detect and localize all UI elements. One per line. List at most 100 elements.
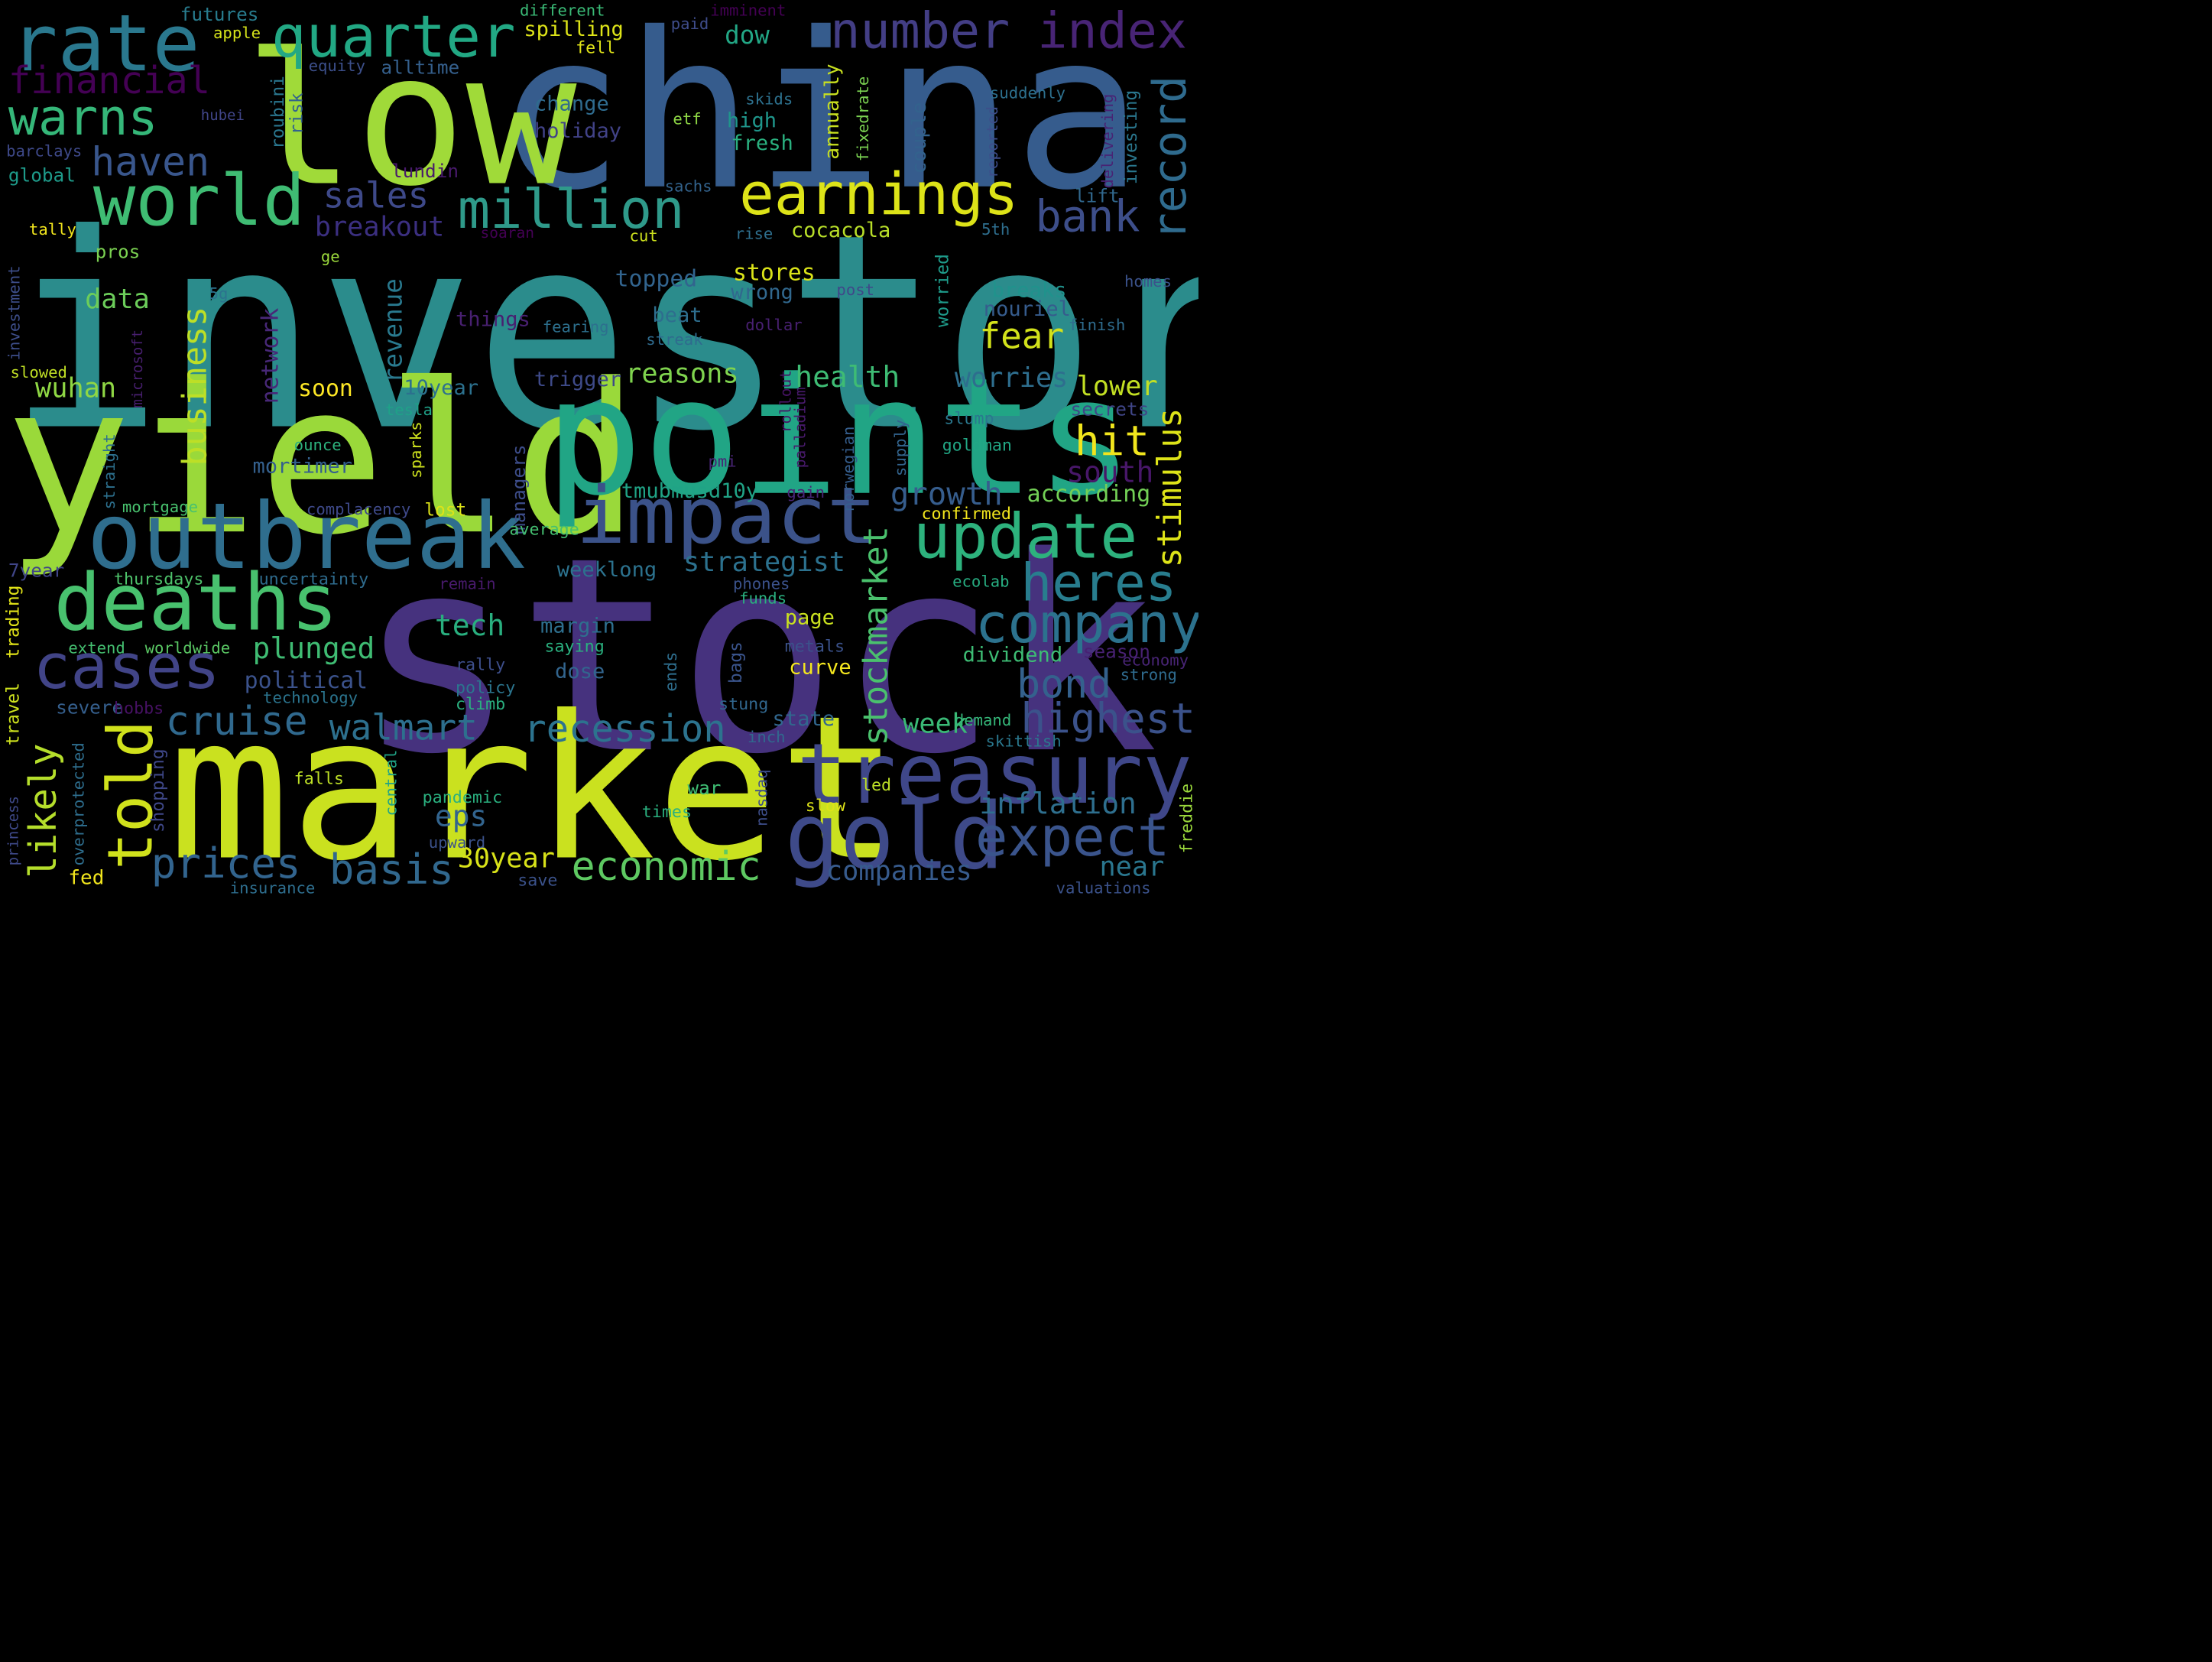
word-fixedrate: fixedrate (854, 76, 873, 162)
word-rise: rise (735, 224, 774, 243)
word-led: led (861, 775, 892, 795)
word-cocacola: cocacola (790, 217, 891, 242)
word-economy: economy (1122, 651, 1189, 670)
word-overprotected: overprotected (69, 742, 88, 866)
word-wrong: wrong (731, 280, 793, 304)
word-10year: 10year (404, 375, 479, 400)
word-fresh: fresh (731, 131, 793, 155)
word-stockmarket: stockmarket (856, 526, 895, 746)
word-eps: eps (434, 799, 488, 833)
word-deaths: deaths (54, 557, 339, 648)
word-state: state (772, 706, 835, 731)
word-travel: travel (2, 683, 23, 746)
word-lift: lift (1074, 184, 1120, 207)
word-bank: bank (1035, 190, 1140, 242)
word-freddie: freddie (1176, 783, 1196, 854)
word-uncertainty: uncertainty (258, 569, 369, 589)
word-margin: margin (540, 613, 615, 638)
word-weeklong: weeklong (556, 557, 657, 582)
word-update: update (913, 500, 1138, 573)
word-trigger: trigger (534, 367, 622, 391)
word-supply: supply (890, 419, 910, 477)
word-pandemic: pandemic (422, 787, 503, 807)
word-nasdaq: nasdaq (752, 769, 771, 826)
word-slowed: slowed (10, 363, 67, 381)
word-highest: highest (1020, 694, 1195, 743)
word-cases: cases (33, 631, 220, 703)
word-high: high (726, 108, 777, 132)
word-treasury: treasury (796, 726, 1192, 823)
word-fed: fed (68, 865, 105, 890)
word-dollar: dollar (745, 315, 803, 334)
word-gold: gold (784, 784, 1004, 890)
word-central: central (381, 749, 401, 816)
word-roubini: roubini (268, 76, 288, 150)
word-prices: prices (151, 839, 301, 888)
word-post: post (836, 280, 875, 299)
word-stores: stores (732, 258, 816, 286)
word-quarter: quarter (271, 3, 516, 71)
word-investors: investors (7, 177, 1198, 490)
word-tally: tally (28, 220, 76, 239)
word-different: different (519, 1, 605, 20)
word-skittish: skittish (985, 732, 1062, 751)
word-sales: sales (323, 175, 430, 216)
word-sparks: sparks (407, 421, 425, 479)
word-alltime: alltime (381, 56, 460, 79)
word-worried: worried (932, 254, 953, 328)
word-nouriel: nouriel (983, 296, 1071, 321)
word-ounce: ounce (294, 435, 342, 454)
word-hit: hit (1074, 417, 1150, 466)
word-growth: growth (890, 475, 1003, 512)
word-number: number (830, 2, 1010, 60)
word-streak: streak (646, 329, 703, 349)
word-futures: futures (180, 3, 259, 26)
word-business: business (175, 306, 214, 466)
word-30year: 30year (457, 842, 555, 875)
word-tech: tech (434, 608, 505, 643)
word-average: average (509, 519, 579, 539)
word-severe: severe (56, 696, 124, 719)
word-technology: technology (263, 688, 358, 707)
word-earnings: earnings (739, 161, 1019, 229)
word-ge: ge (320, 247, 340, 266)
word-fearing: fearing (542, 317, 609, 336)
word-5th: 5th (981, 220, 1010, 239)
word-network: network (256, 307, 284, 404)
word-hobbs: hobbs (113, 699, 164, 718)
word-breakout: breakout (314, 211, 445, 242)
word-strategist: strategist (683, 547, 846, 578)
word-tesla: tesla (384, 400, 433, 419)
word-funds: funds (739, 589, 787, 608)
word-risk: risk (286, 93, 307, 135)
word-low: low (244, 14, 577, 226)
word-haven: haven (91, 139, 210, 186)
word-slow: slow (805, 796, 845, 816)
word-expect: expect (975, 805, 1170, 868)
word-pmi: pmi (708, 452, 737, 471)
word-ends: ends (661, 651, 681, 692)
word-dose: dose (555, 659, 605, 683)
word-outbreak: outbreak (86, 483, 526, 589)
word-stock: stock (355, 499, 1159, 813)
word-soaran: soaran (480, 224, 534, 242)
word-health: health (795, 359, 900, 394)
word-pros: pros (95, 240, 141, 263)
word-stung: stung (718, 694, 769, 714)
word-policy: policy (455, 677, 516, 697)
word-heres: heres (1020, 553, 1177, 613)
word-reasons: reasons (625, 358, 739, 390)
word-reported: reported (984, 106, 1002, 178)
word-palladium: palladium (791, 387, 809, 469)
word-falls: falls (294, 769, 344, 789)
word-page: page (784, 605, 835, 629)
word-china: china (495, 0, 1143, 238)
word-lundin: lundin (391, 160, 459, 182)
word-ecolab: ecolab (952, 572, 1010, 591)
word-dividend: dividend (962, 642, 1063, 667)
word-microsoft: microsoft (129, 329, 146, 408)
word-cut: cut (629, 226, 658, 245)
word-million: million (457, 177, 685, 241)
word-points: points (544, 342, 1134, 531)
word-finish: finish (1068, 315, 1126, 334)
